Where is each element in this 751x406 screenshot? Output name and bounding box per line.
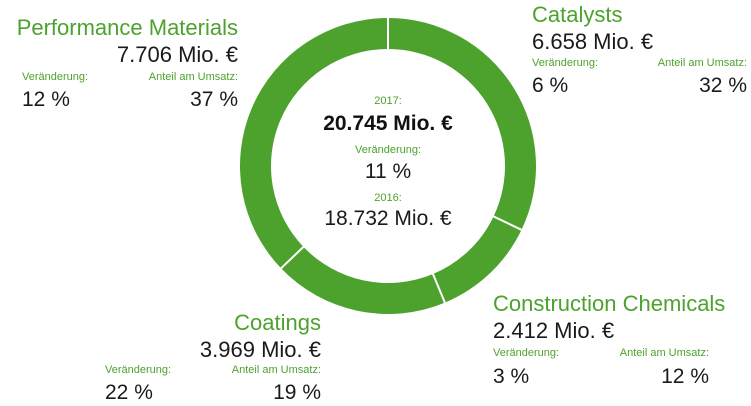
- donut-separator: [491, 214, 524, 232]
- catalysts-change-label: Veränderung:: [532, 57, 599, 69]
- donut-slice-performance-materials: [240, 18, 388, 269]
- catalysts-value: 6.658 Mio. €: [532, 29, 654, 54]
- performance-materials-change-value: 12 %: [22, 88, 70, 111]
- construction-chemicals-change-value: 3 %: [493, 365, 530, 388]
- catalysts-change-value: 6 %: [532, 74, 569, 97]
- catalysts-share-value: 32 %: [699, 74, 747, 97]
- performance-materials-change-label: Veränderung:: [22, 71, 89, 83]
- construction-chemicals-share-value: 12 %: [661, 365, 709, 388]
- performance-materials-share-label: Anteil am Umsatz:: [148, 71, 238, 83]
- donut-slice-catalysts: [388, 18, 536, 230]
- donut-slice-construction-chemicals: [432, 216, 522, 303]
- construction-chemicals-change-label: Veränderung:: [493, 347, 560, 359]
- coatings-change-label: Veränderung:: [105, 364, 172, 376]
- catalysts-share-label: Anteil am Umsatz:: [657, 57, 747, 69]
- center-change-value: 11 %: [364, 160, 412, 183]
- coatings-change-value: 22 %: [105, 381, 153, 404]
- center-total-2017: 20.745 Mio. €: [323, 112, 453, 135]
- donut-slice-coatings: [281, 246, 445, 315]
- catalysts-title: Catalysts: [532, 2, 623, 27]
- performance-materials-value: 7.706 Mio. €: [116, 42, 238, 67]
- coatings-share-value: 19 %: [273, 381, 321, 404]
- performance-materials-share-value: 37 %: [190, 88, 238, 111]
- center-total-2016: 18.732 Mio. €: [324, 207, 452, 230]
- coatings-share-label: Anteil am Umsatz:: [231, 364, 321, 376]
- center-year-2016-label: 2016:: [374, 192, 402, 204]
- donut-separator: [278, 244, 306, 271]
- construction-chemicals-value: 2.412 Mio. €: [493, 318, 615, 343]
- center-year-2017-label: 2017:: [374, 95, 402, 107]
- construction-chemicals-title: Construction Chemicals: [493, 291, 726, 316]
- donut-separator: [431, 271, 447, 305]
- center-change-label: Veränderung:: [354, 144, 422, 156]
- construction-chemicals-share-label: Anteil am Umsatz:: [619, 347, 709, 359]
- coatings-title: Coatings: [234, 310, 321, 335]
- coatings-value: 3.969 Mio. €: [199, 337, 321, 362]
- performance-materials-title: Performance Materials: [16, 15, 238, 40]
